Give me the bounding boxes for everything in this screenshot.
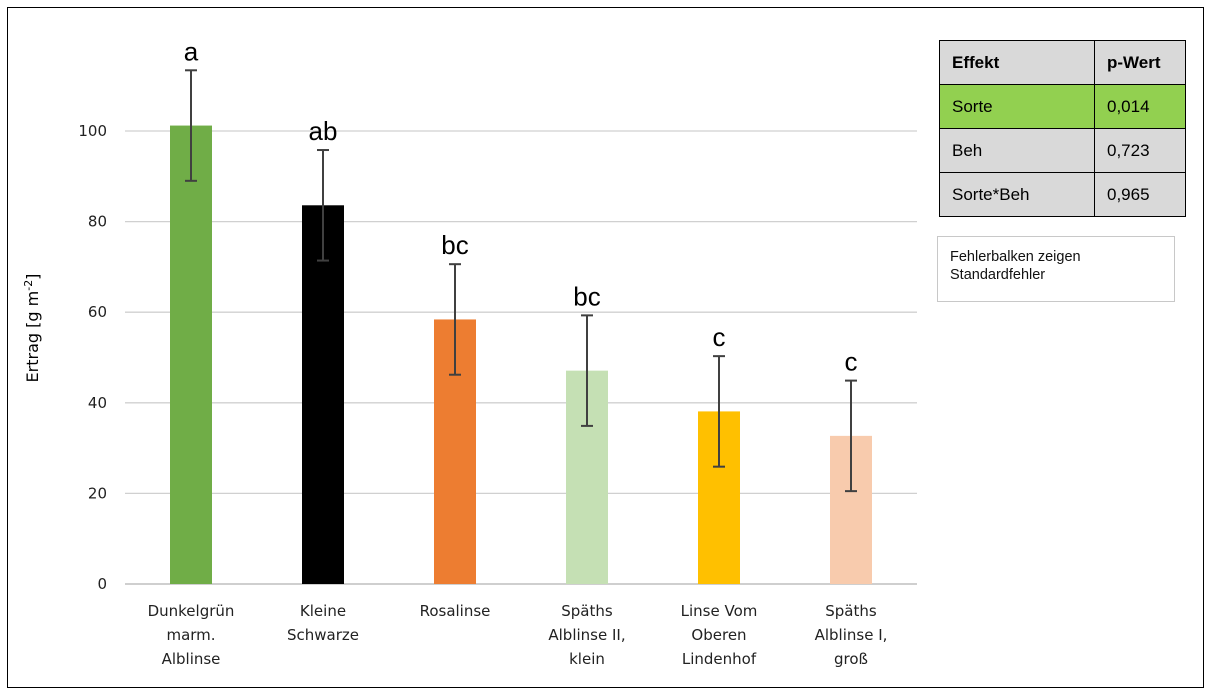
y-tick-label: 0 xyxy=(97,575,107,593)
category-label: Alblinse I, xyxy=(815,626,888,644)
table-row: Sorte 0,014 xyxy=(939,84,1186,129)
effect-cell: Sorte xyxy=(939,84,1095,129)
category-label: Späths xyxy=(825,602,877,620)
note-line-1: Fehlerbalken zeigen xyxy=(950,249,1081,265)
category-label: Alblinse xyxy=(162,650,221,668)
error-bars xyxy=(185,69,857,493)
table-header-row: Effekt p-Wert xyxy=(939,40,1186,85)
category-label: Lindenhof xyxy=(682,650,757,668)
y-axis-label: Ertrag [g m-2] xyxy=(22,274,42,383)
y-tick-label: 60 xyxy=(88,303,107,321)
effect-cell: Beh xyxy=(939,128,1095,173)
category-label: Kleine xyxy=(300,602,346,620)
bar xyxy=(302,205,344,585)
significance-letter: a xyxy=(184,36,199,66)
category-label: Schwarze xyxy=(287,626,359,644)
bar xyxy=(170,125,212,585)
header-effekt: Effekt xyxy=(939,40,1095,85)
significance-letter: ab xyxy=(309,116,338,146)
significance-letter: bc xyxy=(441,230,468,260)
p-value-cell: 0,723 xyxy=(1094,128,1186,173)
header-p-wert: p-Wert xyxy=(1094,40,1186,85)
category-label: Dunkelgrün xyxy=(148,602,235,620)
category-label: Späths xyxy=(561,602,613,620)
table-row: Beh 0,723 xyxy=(939,128,1186,173)
y-tick-labels: 0 20 40 60 80 100 xyxy=(78,122,107,593)
y-tick-label: 20 xyxy=(88,484,107,502)
significance-letter: bc xyxy=(573,281,600,311)
table-row: Sorte*Beh 0,965 xyxy=(939,172,1186,217)
category-label: groß xyxy=(834,650,868,668)
significance-letters: a ab bc bc c c xyxy=(184,36,858,376)
gridlines xyxy=(125,130,917,585)
y-tick-label: 80 xyxy=(88,213,107,231)
category-label: klein xyxy=(569,650,605,668)
category-label: Alblinse II, xyxy=(548,626,625,644)
category-labels: Dunkelgrün marm. Alblinse Kleine Schwarze Ros… xyxy=(148,602,888,668)
significance-letter: c xyxy=(845,347,858,377)
note-line-2: Standardfehler xyxy=(950,267,1046,283)
error-bar-note: Fehlerbalken zeigen Standardfehler xyxy=(937,236,1175,302)
category-label: Oberen xyxy=(691,626,746,644)
category-label: Linse Vom xyxy=(681,602,758,620)
p-value-cell: 0,014 xyxy=(1094,84,1186,129)
y-tick-label: 100 xyxy=(78,122,107,140)
category-label: marm. xyxy=(166,626,215,644)
category-label: Rosalinse xyxy=(420,602,491,620)
y-tick-label: 40 xyxy=(88,394,107,412)
bars xyxy=(170,125,872,585)
effect-cell: Sorte*Beh xyxy=(939,172,1095,217)
p-value-cell: 0,965 xyxy=(1094,172,1186,217)
significance-letter: c xyxy=(713,322,726,352)
effects-table: Effekt p-Wert Sorte 0,014 Beh 0,723 Sort… xyxy=(939,40,1186,217)
